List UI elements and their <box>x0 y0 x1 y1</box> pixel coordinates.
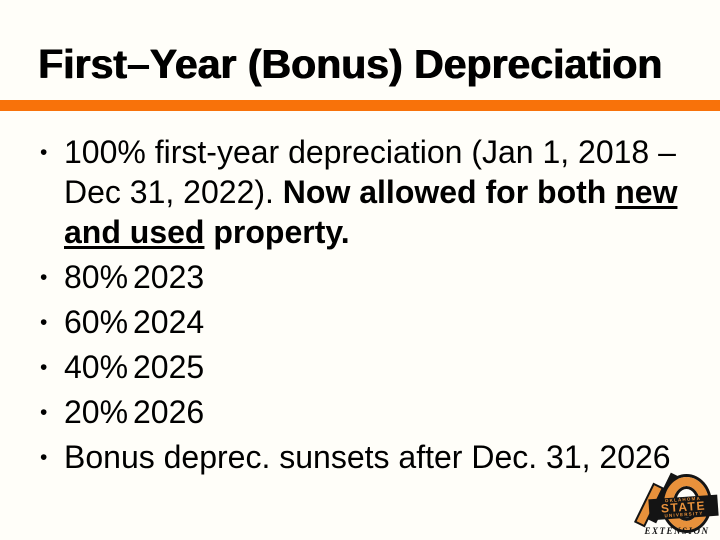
extension-label: EXTENSION <box>644 526 710 536</box>
bullet-list: 100% first-year depreciation (Jan 1, 201… <box>40 132 700 478</box>
schedule-row: 40%2025 <box>40 347 700 388</box>
percent-value: 80% <box>64 259 129 295</box>
year-value: 2024 <box>133 304 205 340</box>
percent-value: 40% <box>64 349 129 385</box>
schedule-row: 60%2024 <box>40 302 700 343</box>
bullet-item-depreciation: 100% first-year depreciation (Jan 1, 201… <box>40 132 694 252</box>
percent-value: 20% <box>64 394 129 430</box>
bullet-text-bold-tail: property. <box>204 214 350 250</box>
logo-state-banner: OKLAHOMA STATE UNIVERSITY <box>648 494 719 521</box>
schedule-row: 80%2023 <box>40 257 700 298</box>
osu-extension-logo: OKLAHOMA STATE UNIVERSITY EXTENSION <box>636 472 719 536</box>
title-accent-bar <box>0 100 720 111</box>
sunset-text: Bonus deprec. sunsets after Dec. 31, 202… <box>64 439 671 475</box>
year-value: 2025 <box>133 349 205 385</box>
bullet-item-sunset: Bonus deprec. sunsets after Dec. 31, 202… <box>40 437 700 478</box>
page-title: First–Year (Bonus) Depreciation <box>38 41 663 87</box>
bullet-text-regular: 100% first-year depreciation (Jan 1, 201… <box>64 134 676 210</box>
percent-value: 60% <box>64 304 129 340</box>
bullet-text-underlined: new and used <box>64 174 678 250</box>
year-value: 2026 <box>133 394 205 430</box>
year-value: 2023 <box>133 259 205 295</box>
bullet-text-bold: Now allowed for both <box>282 174 616 210</box>
schedule-row: 20%2026 <box>40 392 700 433</box>
